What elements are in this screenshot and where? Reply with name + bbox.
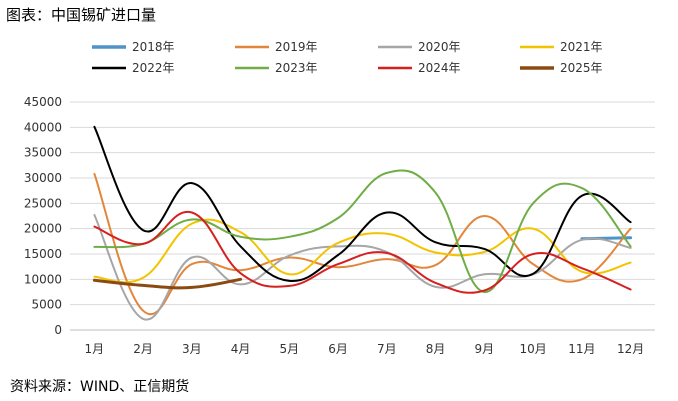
- x-tick-label: 5月: [280, 342, 300, 356]
- y-tick-label: 15000: [24, 247, 62, 261]
- x-tick-label: 12月: [617, 342, 644, 356]
- gridlines: [70, 101, 655, 331]
- legend-label: 2021年: [560, 40, 603, 54]
- legend-label: 2023年: [275, 61, 318, 75]
- legend-label: 2020年: [418, 40, 461, 54]
- y-tick-label: 0: [54, 323, 62, 337]
- x-tick-label: 4月: [231, 342, 251, 356]
- x-tick-label: 2月: [133, 342, 153, 356]
- x-tick-label: 9月: [475, 342, 495, 356]
- series-line-2024年: [93, 210, 632, 294]
- series-line-2021年: [93, 218, 632, 284]
- x-tick-label: 10月: [519, 342, 546, 356]
- y-tick-label: 35000: [24, 146, 62, 160]
- series-line-2022年: [93, 125, 632, 282]
- x-tick-label: 11月: [568, 342, 595, 356]
- x-tick-label: 7月: [377, 342, 397, 356]
- series-line-2023年: [93, 169, 632, 294]
- legend-label: 2024年: [418, 61, 461, 75]
- legend-label: 2022年: [132, 61, 175, 75]
- x-tick-label: 1月: [85, 342, 105, 356]
- y-axis-ticks: 0 5000 10000 15000 20000 25000 30000 35000 40000…: [24, 95, 62, 337]
- chart-title: 图表：中国锡矿进口量: [6, 6, 157, 24]
- y-tick-label: 5000: [31, 298, 62, 312]
- y-tick-label: 40000: [24, 120, 62, 134]
- source-note: 资料来源：WIND、正信期货: [10, 379, 190, 395]
- x-tick-label: 3月: [182, 342, 202, 356]
- legend-label: 2018年: [132, 40, 175, 54]
- x-axis-ticks: 1月 2月 3月 4月 5月 6月 7月 8月 9月 10月 11月 12月: [85, 342, 645, 356]
- legend-label: 2025年: [560, 61, 603, 75]
- y-tick-label: 30000: [24, 171, 62, 185]
- series-lines: [92, 125, 633, 321]
- x-tick-label: 8月: [426, 342, 446, 356]
- y-tick-label: 20000: [24, 222, 62, 236]
- legend: 2018年 2019年 2020年 2021年 2022年 2023年 2024年 2025年: [92, 40, 603, 75]
- y-tick-label: 10000: [24, 272, 62, 286]
- y-tick-label: 25000: [24, 196, 62, 210]
- series-line-2025年: [92, 277, 243, 290]
- legend-label: 2019年: [275, 40, 318, 54]
- y-tick-label: 45000: [24, 95, 62, 109]
- x-tick-label: 6月: [328, 342, 348, 356]
